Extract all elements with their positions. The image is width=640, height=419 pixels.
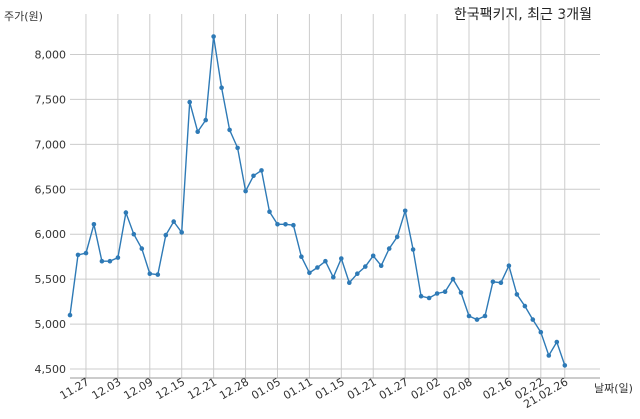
price-point bbox=[490, 279, 496, 285]
price-point bbox=[339, 256, 344, 261]
price-point bbox=[291, 222, 296, 228]
price-point bbox=[171, 219, 176, 224]
price-point bbox=[402, 208, 408, 214]
x-tick-label: 12.28 bbox=[217, 375, 251, 402]
price-point bbox=[99, 258, 105, 264]
price-point bbox=[107, 258, 113, 264]
x-tick-label: 02.08 bbox=[441, 375, 475, 402]
y-tick-label: 4,500 bbox=[35, 363, 67, 376]
price-point bbox=[299, 254, 304, 259]
price-point bbox=[203, 117, 208, 123]
horizontal-gridlines bbox=[70, 53, 600, 370]
price-point bbox=[131, 231, 137, 237]
price-point bbox=[235, 145, 240, 151]
price-point bbox=[91, 222, 97, 227]
y-axis-label: 주가(원) bbox=[4, 10, 43, 23]
price-point bbox=[275, 222, 280, 227]
price-series-line bbox=[69, 36, 566, 366]
price-point bbox=[323, 258, 328, 264]
x-tick-label: 02.02 bbox=[409, 375, 443, 402]
price-point bbox=[259, 168, 264, 173]
price-point bbox=[67, 312, 73, 318]
x-tick-label: 11.27 bbox=[58, 375, 92, 402]
price-point bbox=[267, 209, 272, 214]
y-tick-label: 5,500 bbox=[35, 273, 67, 286]
price-point bbox=[394, 234, 400, 240]
price-point bbox=[562, 363, 568, 368]
price-point bbox=[370, 253, 376, 259]
x-tick-label: 01.11 bbox=[281, 375, 315, 402]
price-point bbox=[155, 272, 161, 277]
price-point bbox=[378, 263, 384, 269]
price-point bbox=[474, 317, 480, 322]
price-point bbox=[251, 173, 256, 179]
price-point bbox=[243, 188, 248, 194]
price-point bbox=[75, 252, 81, 258]
price-point bbox=[123, 210, 129, 215]
price-point bbox=[115, 255, 121, 260]
price-point bbox=[442, 289, 448, 295]
x-tick-label: 12.03 bbox=[90, 375, 124, 402]
y-tick-labels: 4,500 5,000 5,500 6,000 6,500 7,000 7,500 8,000 bbox=[35, 48, 67, 376]
price-point bbox=[386, 246, 392, 251]
price-point bbox=[554, 339, 560, 345]
price-point bbox=[219, 85, 224, 90]
x-tick-label: 02.16 bbox=[481, 375, 515, 402]
price-point bbox=[514, 292, 520, 297]
x-tick-label: 12.15 bbox=[153, 375, 187, 402]
x-tick-label: 01.15 bbox=[313, 375, 347, 402]
y-tick-label: 6,000 bbox=[35, 228, 67, 241]
price-point bbox=[458, 290, 464, 295]
price-point bbox=[195, 129, 200, 134]
price-point bbox=[139, 246, 145, 251]
price-point bbox=[347, 280, 352, 286]
price-point bbox=[434, 291, 440, 296]
price-point bbox=[331, 275, 336, 280]
price-point bbox=[482, 313, 488, 319]
price-point bbox=[187, 99, 192, 105]
price-point bbox=[466, 313, 472, 319]
price-point bbox=[410, 247, 416, 252]
y-tick-label: 8,000 bbox=[35, 48, 67, 61]
x-tick-labels: 11.2712.0312.0912.1512.2112.2801.0501.11… bbox=[58, 375, 571, 411]
price-point bbox=[355, 271, 360, 277]
x-tick-label: 01.05 bbox=[249, 375, 283, 402]
price-point bbox=[538, 329, 544, 335]
price-point bbox=[211, 34, 216, 39]
price-point bbox=[147, 271, 153, 277]
price-point bbox=[227, 127, 232, 133]
price-point bbox=[530, 317, 536, 322]
price-point bbox=[283, 222, 288, 227]
chart-title: 한국팩키지, 최근 3개월 bbox=[453, 7, 592, 23]
x-axis-label: 날짜(일) bbox=[594, 382, 633, 395]
price-point bbox=[522, 303, 528, 309]
price-point bbox=[498, 280, 504, 286]
price-point bbox=[163, 232, 169, 238]
price-point bbox=[450, 276, 456, 282]
price-points bbox=[67, 34, 568, 368]
y-tick-label: 7,000 bbox=[35, 138, 67, 151]
price-point bbox=[315, 265, 320, 270]
price-point bbox=[363, 264, 368, 269]
price-point bbox=[307, 270, 312, 276]
x-tick-label: 01.21 bbox=[345, 375, 379, 402]
x-tick-label: 12.21 bbox=[185, 375, 219, 402]
price-point bbox=[418, 293, 424, 299]
y-tick-label: 7,500 bbox=[35, 93, 67, 106]
price-point bbox=[83, 250, 89, 256]
y-tick-label: 6,500 bbox=[35, 183, 67, 196]
price-point bbox=[426, 295, 432, 301]
price-point bbox=[179, 230, 184, 235]
vertical-gridlines bbox=[85, 14, 566, 378]
x-tick-label: 12.09 bbox=[122, 375, 156, 402]
price-point bbox=[546, 353, 552, 358]
x-tick-label: 01.27 bbox=[377, 375, 411, 402]
y-tick-label: 5,000 bbox=[35, 318, 67, 331]
price-point bbox=[506, 263, 512, 269]
